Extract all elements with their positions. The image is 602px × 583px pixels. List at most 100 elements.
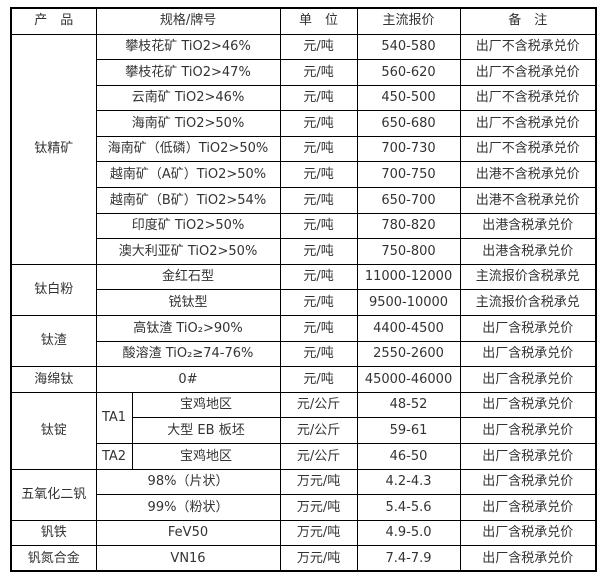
- price-table-body: 钛精矿 攀枝花矿 TiO2>46% 元/吨 540-580 出厂不含税承兑价 攀枝花矿 T…: [10, 33, 597, 572]
- table-row: 钒铁 FeV50 万元/吨 4.9-5.0 出厂含税承兑价: [10, 519, 597, 547]
- price-cell: 11000-12000: [356, 263, 461, 291]
- price-cell: 700-750: [356, 161, 461, 189]
- unit-cell: 元/吨: [279, 161, 358, 189]
- unit-cell: 元/吨: [279, 110, 358, 137]
- unit-cell: 元/公斤: [279, 443, 358, 470]
- table-row: 钛渣 高钛渣 TiO₂>90% 元/吨 4400-4500 出厂含税承兑价: [10, 315, 597, 368]
- unit-cell: 元/吨: [279, 84, 358, 112]
- note-cell: 出厂含税承兑价: [459, 340, 597, 368]
- table-row: 钛锭 TA1 宝鸡地区 元/公斤 48-52 出厂含税承兑价: [10, 391, 597, 470]
- table-row: 钛白粉 金红石型 元/吨 11000-12000 主流报价含税承兑: [10, 263, 597, 317]
- note-cell: 出厂不含税承兑价: [459, 33, 597, 61]
- unit-cell: 元/公斤: [279, 417, 358, 444]
- table-row: 海南矿（低磷）TiO2>50% 元/吨 700-730 出厂不含税承兑价: [11, 135, 597, 163]
- note-cell: 出厂含税承兑价: [459, 519, 597, 547]
- grade-cell: TA2: [95, 443, 133, 470]
- spec-cell: 99%（粉状）: [95, 494, 281, 521]
- note-cell: 主流报价含税承兑: [459, 263, 597, 291]
- header-spec: 规格/牌号: [95, 7, 281, 35]
- price-cell: 650-680: [356, 110, 461, 137]
- price-cell: 780-820: [356, 212, 461, 240]
- note-cell: 出厂含税承兑价: [459, 468, 597, 496]
- spec-cell: 海南矿（低磷）TiO2>50%: [95, 135, 281, 163]
- product-cell: 钛白粉: [10, 263, 97, 317]
- spec-cell: 越南矿（A矿）TiO2>50%: [95, 161, 281, 189]
- table-row: 钒氮合金 VN16 万元/吨 7.4-7.9 出厂含税承兑价: [10, 545, 597, 572]
- table-row: 海绵钛 0# 元/吨 45000-46000 出厂含税承兑价: [10, 366, 597, 393]
- spec-cell: 印度矿 TiO2>50%: [95, 212, 281, 240]
- unit-cell: 元/吨: [279, 263, 358, 291]
- spec-cell: 澳大利亚矿 TiO2>50%: [95, 238, 281, 265]
- table-row: 大型 EB 板坯 元/公斤 59-61 出厂含税承兑价: [11, 417, 597, 444]
- price-cell: 450-500: [356, 84, 461, 112]
- grade-cell: TA1: [95, 391, 133, 445]
- spec-cell: FeV50: [95, 519, 281, 547]
- note-cell: 出厂含税承兑价: [459, 391, 597, 419]
- price-cell: 650-700: [356, 187, 461, 214]
- note-cell: 出港不含税承兑价: [459, 161, 597, 189]
- unit-cell: 元/吨: [279, 59, 358, 86]
- spec-cell: 98%（片状）: [95, 468, 281, 496]
- price-cell: 9500-10000: [356, 289, 461, 317]
- note-cell: 主流报价含税承兑: [459, 289, 597, 317]
- header-unit: 单 位: [279, 7, 358, 35]
- spec-cell: 云南矿 TiO2>46%: [95, 84, 281, 112]
- price-cell: 4.9-5.0: [356, 519, 461, 547]
- unit-cell: 元/吨: [279, 366, 358, 393]
- table-header: 产 品 规格/牌号 单 位 主流报价 备 注: [10, 7, 597, 35]
- unit-cell: 万元/吨: [279, 519, 358, 547]
- table-row: 99%（粉状） 万元/吨 5.4-5.6 出厂含税承兑价: [11, 494, 597, 521]
- unit-cell: 万元/吨: [279, 545, 358, 572]
- header-price: 主流报价: [356, 7, 461, 35]
- note-cell: 出厂含税承兑价: [459, 443, 597, 470]
- table-row: TA2 宝鸡地区 元/公斤 46-50 出厂含税承兑价: [11, 443, 597, 470]
- unit-cell: 元/吨: [279, 289, 358, 317]
- note-cell: 出厂含税承兑价: [459, 494, 597, 521]
- price-table: 产 品 规格/牌号 单 位 主流报价 备 注 钛精矿 攀枝花矿 TiO2>46% 元…: [10, 7, 598, 573]
- spec-cell: 宝鸡地区: [131, 443, 281, 470]
- product-cell: 钛渣: [10, 315, 97, 368]
- table-row: 越南矿（A矿）TiO2>50% 元/吨 700-750 出港不含税承兑价: [11, 161, 597, 189]
- note-cell: 出港不含税承兑价: [459, 187, 597, 214]
- price-cell: 560-620: [356, 59, 461, 86]
- product-cell: 钛锭: [10, 391, 97, 470]
- note-cell: 出港含税承兑价: [459, 238, 597, 265]
- note-cell: 出厂不含税承兑价: [459, 59, 597, 86]
- unit-cell: 元/吨: [279, 315, 358, 342]
- table-row: 澳大利亚矿 TiO2>50% 元/吨 750-800 出港含税承兑价: [11, 238, 597, 265]
- price-cell: 59-61: [356, 417, 461, 444]
- spec-cell: 金红石型: [95, 263, 281, 291]
- spec-cell: 海南矿 TiO2>50%: [95, 110, 281, 137]
- spec-cell: 越南矿（B矿）TiO2>54%: [95, 187, 281, 214]
- price-cell: 48-52: [356, 391, 461, 419]
- header-row: 产 品 规格/牌号 单 位 主流报价 备 注: [10, 7, 597, 35]
- table-row: 越南矿（B矿）TiO2>54% 元/吨 650-700 出港不含税承兑价: [11, 187, 597, 214]
- table-row: 云南矿 TiO2>46% 元/吨 450-500 出厂不含税承兑价: [11, 84, 597, 112]
- table-row: 钛精矿 攀枝花矿 TiO2>46% 元/吨 540-580 出厂不含税承兑价: [10, 33, 597, 265]
- price-cell: 4400-4500: [356, 315, 461, 342]
- unit-cell: 元/吨: [279, 187, 358, 214]
- table-row: 酸溶渣 TiO₂≥74-76% 元/吨 2550-2600 出厂含税承兑价: [11, 340, 597, 368]
- product-cell: 钛精矿: [10, 33, 97, 265]
- price-cell: 46-50: [356, 443, 461, 470]
- note-cell: 出厂含税承兑价: [459, 545, 597, 572]
- note-cell: 出厂含税承兑价: [459, 417, 597, 444]
- unit-cell: 元/吨: [279, 212, 358, 240]
- product-cell: 海绵钛: [10, 366, 97, 393]
- spec-cell: 锐钛型: [95, 289, 281, 317]
- product-cell: 钒氮合金: [10, 545, 97, 572]
- price-cell: 2550-2600: [356, 340, 461, 368]
- note-cell: 出厂不含税承兑价: [459, 135, 597, 163]
- unit-cell: 元/吨: [279, 340, 358, 368]
- price-cell: 45000-46000: [356, 366, 461, 393]
- note-cell: 出厂不含税承兑价: [459, 110, 597, 137]
- unit-cell: 元/吨: [279, 238, 358, 265]
- unit-cell: 元/公斤: [279, 391, 358, 419]
- table-row: 印度矿 TiO2>50% 元/吨 780-820 出港含税承兑价: [11, 212, 597, 240]
- header-product: 产 品: [10, 7, 97, 35]
- unit-cell: 元/吨: [279, 135, 358, 163]
- spec-cell: 酸溶渣 TiO₂≥74-76%: [95, 340, 281, 368]
- note-cell: 出厂含税承兑价: [459, 366, 597, 393]
- table-row: 海南矿 TiO2>50% 元/吨 650-680 出厂不含税承兑价: [11, 110, 597, 137]
